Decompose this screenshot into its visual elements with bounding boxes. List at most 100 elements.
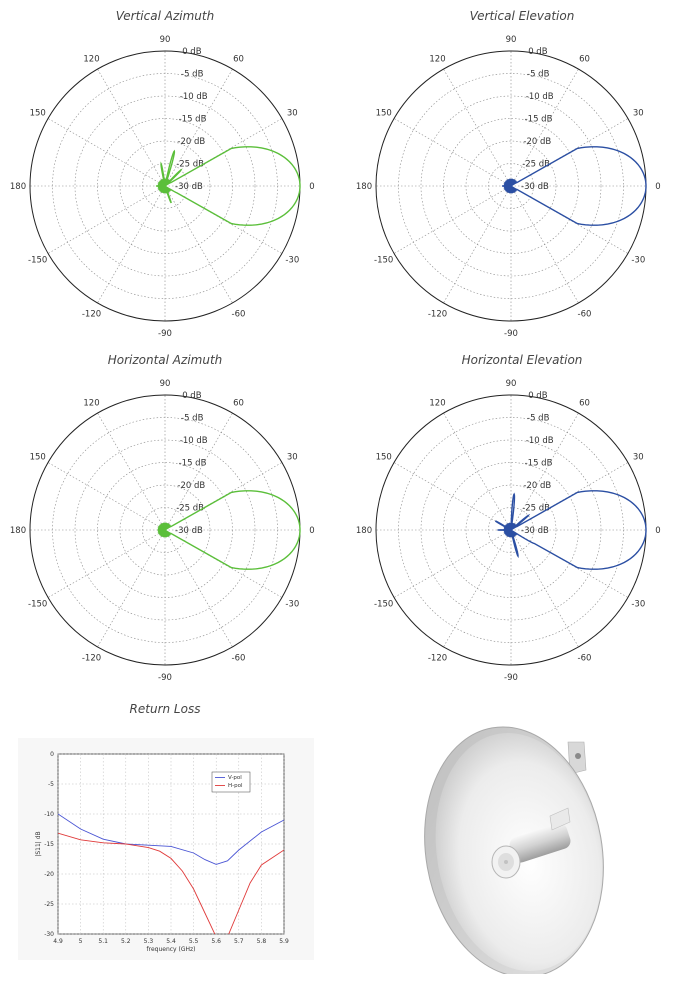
- polar-angle-label: 120: [429, 55, 445, 65]
- return-loss-title: Return Loss: [129, 702, 201, 716]
- polar-ring: [465, 484, 557, 576]
- polar-ring-label: -5 dB: [527, 70, 550, 80]
- y-tick-label: 0: [50, 751, 54, 758]
- y-axis-label: |S11| dB: [35, 831, 42, 856]
- polar-angle-label: 30: [633, 109, 644, 119]
- legend-box: [211, 771, 251, 793]
- polar-angle-label: 60: [579, 55, 590, 65]
- polar-angle-label: 180: [10, 182, 26, 192]
- polar-spoke: [164, 529, 233, 648]
- polar-ring-label: 0 dB: [528, 47, 548, 57]
- series-line-h-pol: [58, 832, 284, 934]
- polar-spoke: [393, 118, 512, 187]
- x-tick-label: 5.7: [234, 938, 244, 945]
- x-tick-label: 5.9: [279, 938, 289, 945]
- polar-spoke: [510, 529, 579, 648]
- polar-angle-label: -120: [428, 309, 447, 319]
- polar-angle-label: 180: [10, 526, 26, 536]
- polar-angle-label: 150: [376, 109, 392, 119]
- polar-angle-label: -120: [82, 653, 101, 663]
- polar-angle-label: 0: [655, 526, 660, 536]
- polar-ring-label: -15 dB: [525, 115, 553, 125]
- legend-label: H-pol: [228, 783, 243, 789]
- polar-angle-label: -120: [82, 309, 101, 319]
- polar-spoke: [164, 185, 233, 304]
- polar-spoke: [164, 68, 233, 187]
- polar-ring: [74, 439, 256, 621]
- polar-angle-label: -30: [285, 600, 299, 610]
- x-tick-label: 4.9: [53, 938, 63, 945]
- polar-spoke: [47, 185, 166, 254]
- polar-title-vertical-elevation: Vertical Elevation: [469, 9, 575, 23]
- polar-spoke: [443, 529, 512, 648]
- polar-ring-label: -5 dB: [527, 414, 550, 424]
- polar-angle-label: 0: [655, 182, 660, 192]
- polar-spoke: [97, 185, 166, 304]
- polar-chart-vertical-elevation: 0 30 60 90 120 150 180 -150 -120 -90 -60 -30 0 dB -5 …: [356, 35, 661, 339]
- polar-angle-label: 60: [579, 399, 590, 409]
- polar-ring-label: -5 dB: [181, 414, 204, 424]
- polar-angle-label: 180: [356, 182, 372, 192]
- polar-angle-label: -90: [504, 329, 518, 339]
- polar-ring-label: -25 dB: [176, 504, 204, 514]
- polar-spoke: [97, 412, 166, 531]
- polar-title-horizontal-azimuth: Horizontal Azimuth: [107, 353, 223, 367]
- polar-ring-label: -10 dB: [526, 92, 554, 102]
- x-tick-label: 5.3: [144, 938, 154, 945]
- polar-chart-vertical-azimuth: 0 30 60 90 120 150 180 -150 -120 -90 -60 -30 0 dB -5 …: [10, 35, 315, 339]
- polar-spoke: [443, 412, 512, 531]
- polar-ring-label: 0 dB: [528, 391, 548, 401]
- polar-spoke: [510, 185, 579, 304]
- polar-chart-horizontal-elevation: 0 30 60 90 120 150 180 -150 -120 -90 -60 -30 0 dB -5 …: [356, 379, 661, 683]
- polar-ring-label: -25 dB: [522, 160, 550, 170]
- polar-angle-label: 180: [356, 526, 372, 536]
- polar-angle-label: 60: [233, 55, 244, 65]
- polar-title-horizontal-elevation: Horizontal Elevation: [461, 353, 583, 367]
- polar-angle-label: -30: [631, 600, 645, 610]
- polar-spoke: [510, 68, 579, 187]
- polar-ring-label: -30 dB: [521, 526, 549, 536]
- polar-spoke: [393, 462, 512, 531]
- polar-ring-label: 0 dB: [182, 391, 202, 401]
- polar-ring-label: -30 dB: [175, 182, 203, 192]
- polar-angle-label: -60: [578, 309, 592, 319]
- polar-spoke: [393, 529, 512, 598]
- polar-ring: [119, 484, 211, 576]
- polar-title-vertical-azimuth: Vertical Azimuth: [115, 9, 215, 23]
- polar-angle-label: 120: [83, 399, 99, 409]
- x-tick-label: 5.2: [121, 938, 131, 945]
- polar-ring-label: -15 dB: [179, 115, 207, 125]
- x-tick-label: 5: [79, 938, 83, 945]
- polar-ring: [420, 439, 602, 621]
- polar-spoke: [97, 529, 166, 648]
- polar-ring-label: -10 dB: [180, 436, 208, 446]
- polar-ring-label: -15 dB: [525, 459, 553, 469]
- polar-ring-label: -30 dB: [521, 182, 549, 192]
- polar-ring: [420, 95, 602, 277]
- polar-ring: [74, 95, 256, 277]
- polar-angle-label: -30: [631, 256, 645, 266]
- polar-spoke: [510, 412, 579, 531]
- polar-ring-label: -25 dB: [176, 160, 204, 170]
- polar-spoke: [393, 185, 512, 254]
- polar-pattern-series: [155, 146, 301, 226]
- polar-angle-label: 90: [506, 379, 517, 389]
- polar-angle-label: -150: [28, 600, 47, 610]
- polar-angle-label: 150: [30, 109, 46, 119]
- polar-pattern-series: [501, 146, 647, 226]
- polar-angle-label: 120: [429, 399, 445, 409]
- y-tick-label: -10: [44, 811, 54, 818]
- series-line-v-pol: [58, 813, 284, 865]
- polar-angle-label: -30: [285, 256, 299, 266]
- polar-angle-label: -90: [158, 673, 172, 683]
- x-tick-label: 5.6: [211, 938, 221, 945]
- polar-angle-label: 90: [506, 35, 517, 45]
- return-loss-chart: 4.9 5 5.1 5.2 5.3 5.4 5.5 5.6 5.7 5.8 5.9 0 -5 -10 -15…: [18, 738, 314, 960]
- x-tick-label: 5.5: [189, 938, 199, 945]
- polar-spoke: [164, 412, 233, 531]
- polar-angle-label: 0: [309, 526, 314, 536]
- y-tick-label: -5: [48, 781, 54, 788]
- polar-ring-label: -15 dB: [179, 459, 207, 469]
- y-tick-label: -20: [44, 871, 54, 878]
- polar-spoke: [443, 68, 512, 187]
